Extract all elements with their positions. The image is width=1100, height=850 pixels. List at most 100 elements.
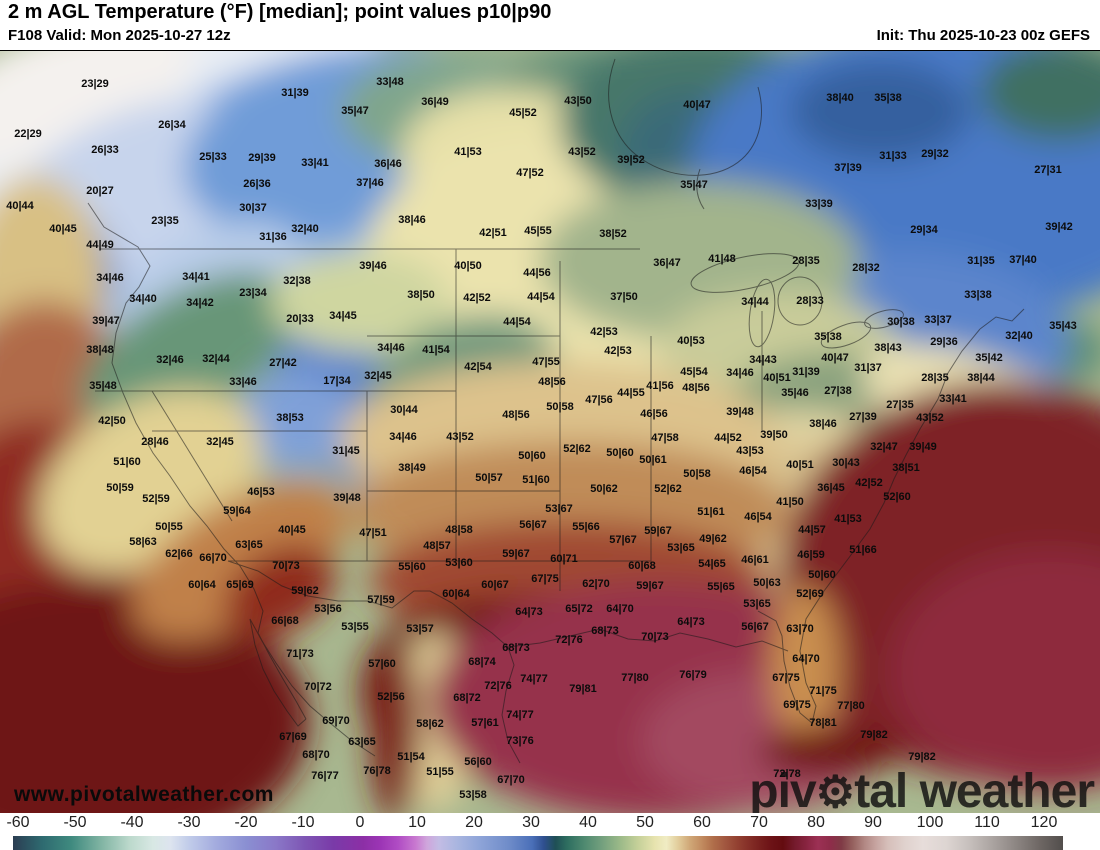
point-value: 53|65 [743,598,771,610]
point-value: 30|37 [239,202,267,214]
point-value: 74|77 [520,673,548,685]
point-value: 46|61 [741,554,769,566]
point-value: 55|60 [398,561,426,573]
point-value: 62|66 [165,548,193,560]
point-value: 35|38 [874,92,902,104]
point-value: 17|34 [323,375,351,387]
point-value: 41|54 [422,344,450,356]
map-title: 2 m AGL Temperature (°F) [median]; point… [8,1,552,23]
point-value: 39|48 [333,492,361,504]
point-value: 40|51 [786,459,814,471]
point-value: 35|47 [680,179,708,191]
point-value: 53|55 [341,621,369,633]
point-value: 55|65 [707,581,735,593]
colorbar-tick-label: 110 [974,814,1000,831]
point-value: 67|69 [279,731,307,743]
point-value: 39|46 [359,260,387,272]
point-value: 53|65 [667,542,695,554]
point-value: 33|48 [376,76,404,88]
point-value: 42|53 [604,345,632,357]
point-value: 48|56 [502,409,530,421]
point-value: 40|47 [821,352,849,364]
point-value: 37|46 [356,177,384,189]
point-value: 68|73 [502,642,530,654]
point-value: 52|59 [142,493,170,505]
brand-text-right: tal weather [854,765,1095,814]
point-value: 71|75 [809,685,837,697]
point-value: 50|55 [155,521,183,533]
point-value: 34|46 [726,367,754,379]
colorbar-tick-label: 10 [408,814,426,831]
point-value: 60|68 [628,560,656,572]
point-value: 26|36 [243,178,271,190]
point-value: 77|80 [837,700,865,712]
point-value: 34|40 [129,293,157,305]
point-value: 67|70 [497,774,525,786]
point-value: 50|59 [106,482,134,494]
point-value: 69|70 [322,715,350,727]
point-value: 48|58 [445,524,473,536]
point-value: 44|54 [527,291,555,303]
point-value: 43|52 [568,146,596,158]
point-value: 44|56 [523,267,551,279]
point-value: 51|61 [697,506,725,518]
point-value: 79|82 [908,751,936,763]
colorbar-tick-label: 70 [750,814,768,831]
point-value: 34|45 [329,310,357,322]
point-value: 50|58 [683,468,711,480]
point-value: 65|72 [565,603,593,615]
point-value: 34|42 [186,297,214,309]
temperature-field-image [0,51,1100,813]
point-value: 31|39 [281,87,309,99]
point-value: 32|44 [202,353,230,365]
point-value: 56|60 [464,756,492,768]
point-value: 43|53 [736,445,764,457]
point-value: 51|60 [113,456,141,468]
point-value: 44|55 [617,387,645,399]
point-value: 39|52 [617,154,645,166]
point-value: 41|50 [776,496,804,508]
point-value: 38|44 [967,372,995,384]
temperature-map: 23|29 31|39 35|47 22|29 26|34 26|33 25|33 29|39… [0,50,1100,814]
point-value: 62|70 [582,578,610,590]
point-value: 31|39 [792,366,820,378]
point-value: 50|60 [606,447,634,459]
point-value: 45|55 [524,225,552,237]
point-value: 38|50 [407,289,435,301]
point-value: 40|50 [454,260,482,272]
colorbar-tick-label: -60 [6,814,30,831]
brand-text-left: piv [749,765,816,814]
point-value: 45|52 [509,107,537,119]
point-value: 33|37 [924,314,952,326]
point-value: 42|52 [463,292,491,304]
point-value: 28|35 [792,255,820,267]
point-value: 64|70 [606,603,634,615]
point-value: 30|44 [390,404,418,416]
point-value: 60|71 [550,553,578,565]
point-value: 68|74 [468,656,496,668]
point-value: 26|33 [91,144,119,156]
point-value: 47|56 [585,394,613,406]
point-value: 64|73 [515,606,543,618]
point-value: 37|50 [610,291,638,303]
point-value: 50|63 [753,577,781,589]
point-value: 52|69 [796,588,824,600]
point-value: 44|52 [714,432,742,444]
point-value: 34|46 [389,431,417,443]
point-value: 20|27 [86,185,114,197]
point-value: 67|75 [531,573,559,585]
point-value: 72|78 [773,768,801,780]
point-value: 50|62 [590,483,618,495]
point-value: 30|38 [887,316,915,328]
point-value: 50|60 [518,450,546,462]
point-value: 22|29 [14,128,42,140]
point-value: 31|37 [854,362,882,374]
point-value: 39|47 [92,315,120,327]
point-value: 27|31 [1034,164,1062,176]
point-value: 35|46 [781,387,809,399]
point-value: 38|52 [599,228,627,240]
point-value: 51|55 [426,766,454,778]
point-value: 59|67 [636,580,664,592]
point-values-layer: 23|29 31|39 35|47 22|29 26|34 26|33 25|33 29|39… [0,51,1100,813]
